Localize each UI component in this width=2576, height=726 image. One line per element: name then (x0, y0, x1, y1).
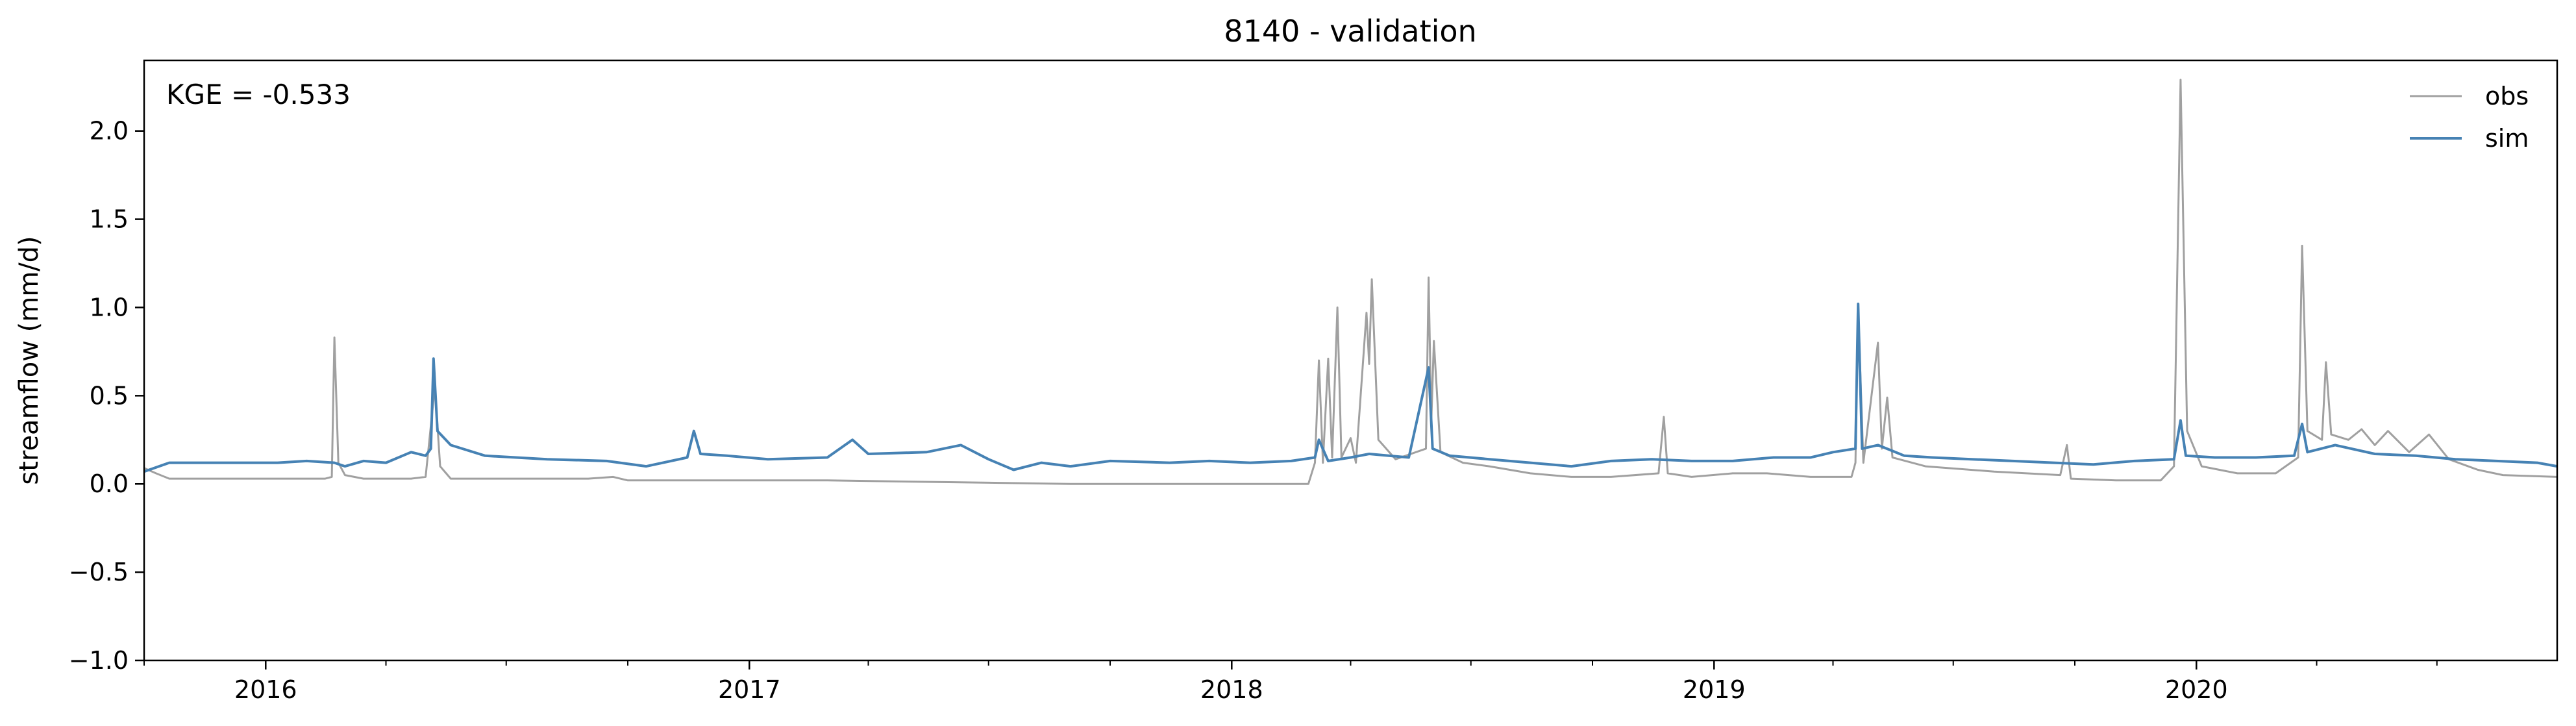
x-tick-label: 2020 (2165, 675, 2228, 704)
chart-title: 8140 - validation (1224, 14, 1476, 49)
kge-annotation: KGE = -0.533 (166, 79, 351, 110)
y-tick-label: 0.0 (90, 469, 129, 498)
y-tick-label: 2.0 (90, 117, 129, 145)
x-tick-label: 2019 (1683, 675, 1746, 704)
series-line-sim (144, 303, 2557, 473)
y-axis: −1.0 −0.5 0.0 0.5 1.0 1.5 2.0 (69, 117, 144, 675)
x-axis: 2016 2017 2018 2019 2020 (143, 660, 2438, 704)
legend-label-obs: obs (2485, 82, 2529, 110)
y-tick-label: 0.5 (90, 381, 129, 410)
x-tick-label: 2017 (718, 675, 781, 704)
x-tick-label: 2016 (234, 675, 297, 704)
y-tick-label: −0.5 (69, 558, 129, 586)
y-axis-label: streamflow (mm/d) (14, 236, 44, 484)
y-tick-label: −1.0 (69, 646, 129, 675)
series-line-obs (144, 79, 2557, 485)
legend-label-sim: sim (2485, 124, 2529, 153)
x-tick-label: 2018 (1200, 675, 1263, 704)
y-tick-label: 1.0 (90, 293, 129, 321)
y-tick-label: 1.5 (90, 205, 129, 234)
series-layer (144, 79, 2557, 485)
legend: obs sim (2410, 82, 2529, 153)
